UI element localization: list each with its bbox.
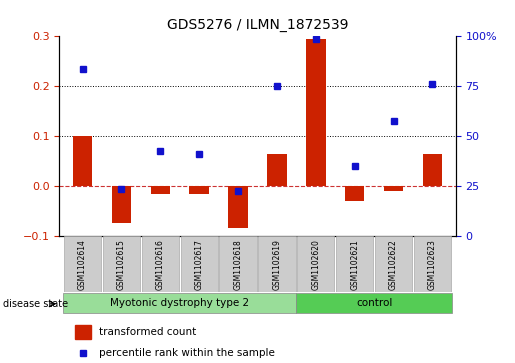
Text: GSM1102617: GSM1102617 [195, 239, 204, 290]
FancyBboxPatch shape [297, 236, 334, 292]
FancyBboxPatch shape [375, 236, 412, 292]
Bar [267, 154, 287, 186]
Title: GDS5276 / ILMN_1872539: GDS5276 / ILMN_1872539 [167, 19, 348, 33]
FancyBboxPatch shape [103, 236, 140, 292]
Text: GSM1102616: GSM1102616 [156, 239, 165, 290]
FancyBboxPatch shape [64, 236, 101, 292]
FancyBboxPatch shape [181, 236, 218, 292]
Bar [75, 325, 91, 339]
Bar [306, 39, 325, 186]
Text: GSM1102623: GSM1102623 [428, 239, 437, 290]
FancyBboxPatch shape [259, 236, 296, 292]
FancyBboxPatch shape [219, 236, 256, 292]
Text: GSM1102621: GSM1102621 [350, 239, 359, 290]
Text: percentile rank within the sample: percentile rank within the sample [99, 348, 275, 358]
Text: control: control [356, 298, 392, 308]
Bar [73, 136, 92, 186]
FancyBboxPatch shape [142, 236, 179, 292]
Bar [345, 186, 365, 201]
Bar [228, 186, 248, 228]
Text: disease state: disease state [3, 299, 67, 309]
Text: GSM1102620: GSM1102620 [311, 239, 320, 290]
Bar [423, 154, 442, 186]
Text: GSM1102618: GSM1102618 [234, 239, 243, 290]
Text: Myotonic dystrophy type 2: Myotonic dystrophy type 2 [110, 298, 249, 308]
FancyBboxPatch shape [296, 293, 452, 313]
Text: transformed count: transformed count [99, 327, 196, 337]
Text: GSM1102619: GSM1102619 [272, 239, 281, 290]
Text: GSM1102615: GSM1102615 [117, 239, 126, 290]
FancyBboxPatch shape [63, 293, 296, 313]
FancyBboxPatch shape [414, 236, 451, 292]
FancyBboxPatch shape [336, 236, 373, 292]
Bar [190, 186, 209, 193]
Bar [384, 186, 403, 191]
Bar [150, 186, 170, 193]
Text: GSM1102622: GSM1102622 [389, 239, 398, 290]
Text: GSM1102614: GSM1102614 [78, 239, 87, 290]
Bar [112, 186, 131, 224]
